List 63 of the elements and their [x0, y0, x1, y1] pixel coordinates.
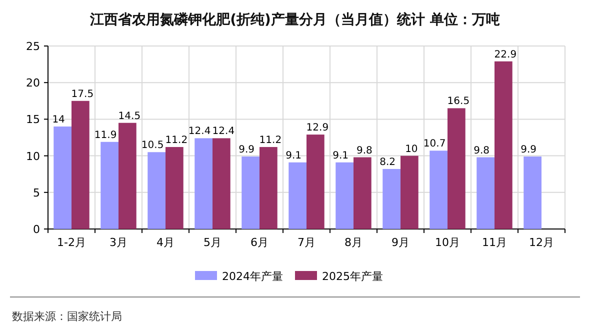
bar — [524, 156, 542, 229]
y-tick-label: 25 — [26, 40, 40, 53]
bar — [148, 152, 166, 229]
data-label: 11.9 — [94, 130, 117, 141]
x-tick-label: 4月 — [156, 236, 174, 249]
x-tick-label: 8月 — [344, 236, 362, 249]
data-label: 9.8 — [474, 145, 490, 156]
x-tick-label: 3月 — [110, 236, 128, 249]
y-tick-label: 5 — [33, 186, 40, 200]
x-tick-label: 1-2月 — [57, 236, 86, 249]
x-tick-label: 7月 — [298, 236, 316, 249]
bar — [306, 134, 324, 229]
bar — [336, 162, 354, 229]
bar — [54, 126, 72, 229]
legend-label: 2024年产量 — [222, 270, 283, 283]
bar — [194, 138, 212, 229]
data-label: 17.5 — [71, 88, 94, 100]
bar — [448, 108, 466, 229]
data-label: 8.2 — [380, 156, 396, 168]
bar — [400, 156, 418, 229]
x-tick-label: 12月 — [529, 236, 554, 249]
data-label: 12.9 — [306, 122, 329, 134]
data-label: 12.4 — [188, 126, 211, 138]
bar — [382, 168, 400, 229]
data-label: 10.7 — [423, 138, 446, 150]
y-tick-label: 15 — [26, 113, 40, 126]
data-label: 9.1 — [332, 150, 349, 162]
y-tick-label: 10 — [26, 150, 40, 163]
source-note: 数据来源：国家统计局 — [12, 310, 122, 323]
bar — [430, 150, 448, 229]
x-tick-label: 5月 — [204, 236, 222, 249]
data-label: 11.2 — [165, 135, 188, 146]
bar — [354, 157, 372, 229]
bar — [212, 138, 230, 229]
data-label: 10.5 — [141, 140, 164, 152]
data-label: 14 — [52, 114, 65, 126]
bar — [288, 162, 306, 229]
data-label: 10 — [405, 144, 418, 155]
bar — [476, 157, 494, 229]
bar — [166, 147, 184, 229]
data-label: 11.2 — [259, 135, 282, 146]
data-label: 9.9 — [238, 144, 255, 156]
bar — [100, 142, 118, 229]
bar — [494, 61, 512, 229]
legend-label: 2025年产量 — [322, 270, 383, 283]
bar — [260, 147, 278, 229]
y-tick-label: 0 — [33, 223, 40, 236]
bar — [242, 156, 260, 229]
data-label: 9.9 — [520, 144, 537, 156]
data-label: 9.1 — [286, 150, 302, 162]
data-label: 22.9 — [494, 49, 517, 60]
data-label: 9.8 — [356, 145, 372, 156]
data-label: 12.4 — [212, 126, 235, 138]
x-tick-label: 11月 — [482, 236, 507, 249]
y-tick-label: 20 — [26, 76, 40, 90]
data-label: 16.5 — [447, 96, 470, 108]
bar — [118, 122, 136, 229]
x-tick-label: 6月 — [250, 236, 268, 249]
chart-title: 江西省农用氮磷钾化肥(折纯)产量分月（当月值）统计 单位：万吨 — [89, 11, 500, 28]
x-tick-label: 9月 — [392, 236, 410, 249]
x-tick-label: 10月 — [435, 236, 460, 249]
bar — [72, 100, 90, 229]
data-label: 14.5 — [118, 110, 141, 122]
